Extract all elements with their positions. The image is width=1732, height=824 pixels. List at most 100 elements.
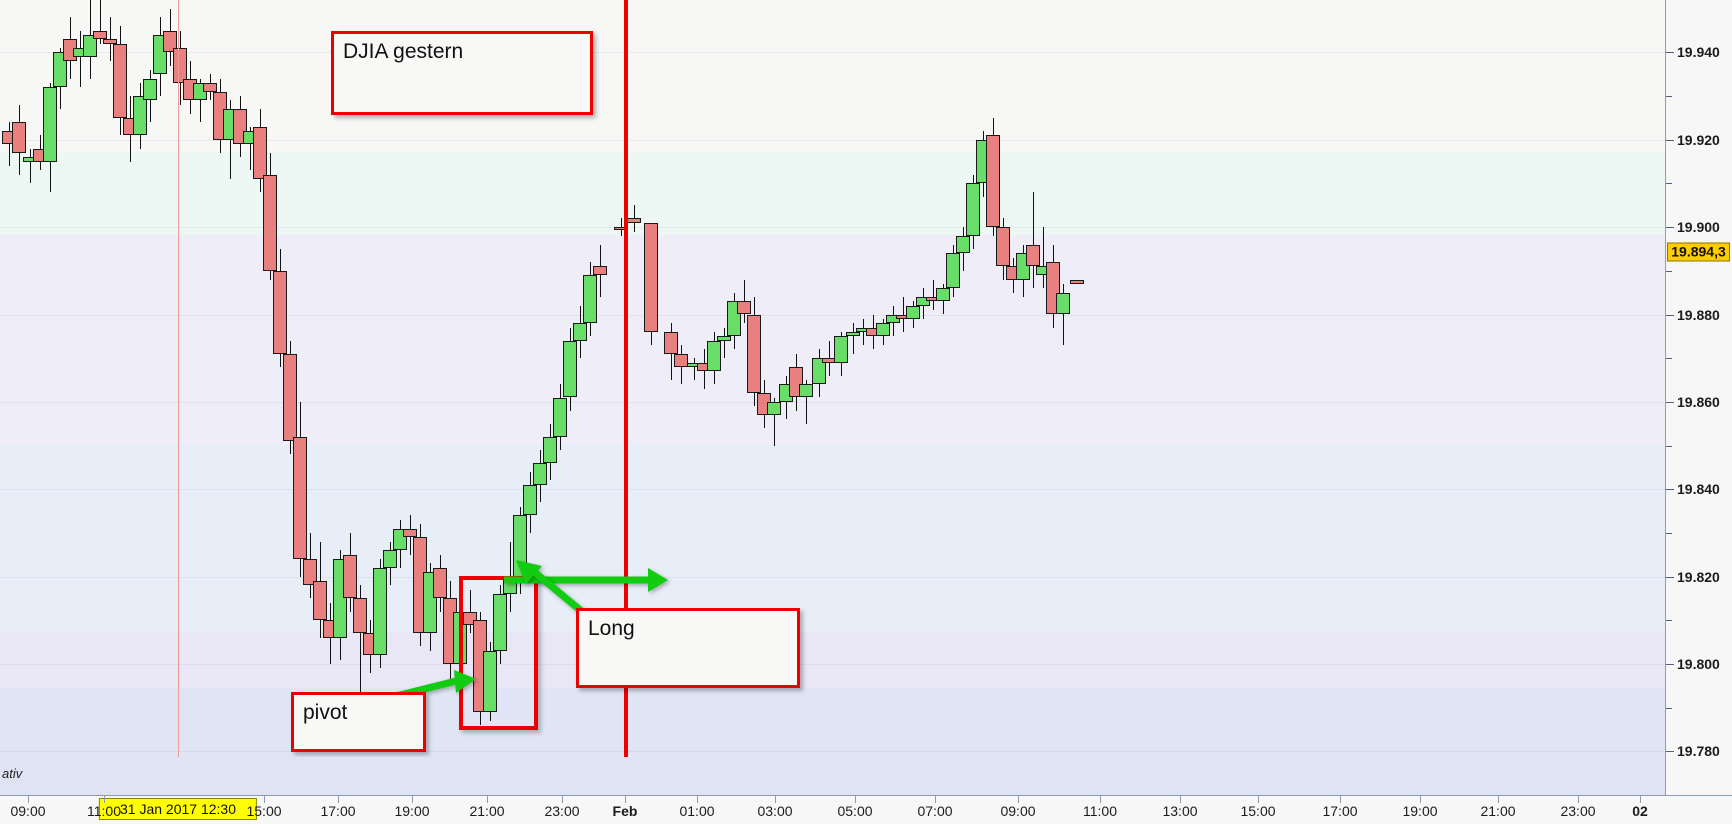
time-tick bbox=[487, 796, 488, 803]
candle-wick bbox=[634, 205, 635, 232]
time-tick-label: 17:00 bbox=[1322, 803, 1358, 819]
candle-wick bbox=[1043, 227, 1044, 289]
candle-body-bearish bbox=[263, 174, 277, 271]
candle-wick bbox=[806, 380, 807, 424]
time-tick bbox=[1180, 796, 1181, 803]
candle-wick bbox=[250, 126, 251, 171]
candle-body-bullish bbox=[916, 297, 930, 306]
time-axis[interactable]: 31 Jan 2017 12:30 09:00 11:00 15:00 17:00 19… bbox=[0, 795, 1732, 824]
candle-body-bearish bbox=[644, 222, 658, 332]
price-tick bbox=[1666, 227, 1674, 228]
candle-body-bearish bbox=[403, 528, 417, 538]
gridline bbox=[0, 52, 1665, 53]
time-tick-label: 17:00 bbox=[320, 803, 356, 819]
time-tick-label: 01:00 bbox=[679, 803, 715, 819]
candle-body-bearish bbox=[737, 301, 751, 315]
price-tick bbox=[1666, 315, 1674, 316]
time-tick-label: 05:00 bbox=[837, 803, 873, 819]
price-tick-label: 19.900 bbox=[1677, 219, 1720, 235]
candle-wick bbox=[744, 279, 745, 324]
time-tick-label: 03:00 bbox=[757, 803, 793, 819]
annotation-box-djia-gestern[interactable]: DJIA gestern bbox=[331, 31, 593, 115]
time-tick-label: 23:00 bbox=[544, 803, 580, 819]
annotation-box-long[interactable]: Long bbox=[576, 608, 800, 688]
candle-body-bullish bbox=[43, 87, 57, 162]
time-tick bbox=[1340, 796, 1341, 803]
annotation-text: pivot bbox=[303, 701, 348, 724]
candle-body-bearish bbox=[343, 554, 357, 599]
price-tick bbox=[1666, 664, 1674, 665]
price-tick-label: 19.820 bbox=[1677, 569, 1720, 585]
time-tick bbox=[1640, 796, 1641, 803]
candle-wick bbox=[100, 0, 101, 44]
chart-plot-area[interactable]: DJIA gestern Long pivot ativ bbox=[0, 0, 1665, 795]
candle-body-bearish bbox=[93, 30, 107, 40]
candle-body-bullish bbox=[493, 594, 507, 651]
price-tick-label: 19.940 bbox=[1677, 44, 1720, 60]
candle-wick bbox=[110, 17, 111, 62]
annotation-text: DJIA gestern bbox=[343, 40, 464, 63]
price-minor-tick bbox=[1666, 620, 1672, 621]
time-tick bbox=[1018, 796, 1019, 803]
time-tick-label: 19:00 bbox=[394, 803, 430, 819]
time-tick bbox=[1420, 796, 1421, 803]
price-tick-label: 19.800 bbox=[1677, 656, 1720, 672]
time-tick bbox=[412, 796, 413, 803]
candle-body-bullish bbox=[936, 288, 950, 302]
annotation-box-pivot[interactable]: pivot bbox=[291, 692, 426, 752]
price-tick-label: 19.780 bbox=[1677, 743, 1720, 759]
time-tick-label: 11:00 bbox=[87, 803, 121, 819]
gridline bbox=[0, 577, 1665, 578]
pivot-candle-highlight[interactable] bbox=[459, 576, 538, 730]
time-tick bbox=[104, 796, 105, 803]
candle-body-bullish bbox=[553, 397, 567, 437]
time-tick bbox=[775, 796, 776, 803]
candle-body-bullish bbox=[573, 323, 587, 341]
candle-body-bearish bbox=[664, 331, 678, 354]
candlestick-series bbox=[2, 0, 1084, 726]
price-tick bbox=[1666, 140, 1674, 141]
price-tick bbox=[1666, 751, 1674, 752]
candle-body-bearish bbox=[283, 353, 297, 442]
candle-body-bullish bbox=[563, 340, 577, 398]
background-band-0 bbox=[0, 0, 1665, 152]
candle-body-bullish bbox=[707, 340, 721, 372]
session-divider-line bbox=[624, 0, 628, 795]
time-tick bbox=[935, 796, 936, 803]
candle-body-bearish bbox=[1026, 244, 1040, 267]
candle-wick bbox=[1063, 283, 1064, 346]
price-tick-label: 19.920 bbox=[1677, 132, 1720, 148]
candle-body-bullish bbox=[966, 183, 980, 236]
last-price-badge: 19.894,3 bbox=[1667, 242, 1730, 262]
candle-body-bullish bbox=[143, 78, 157, 101]
candle-body-bearish bbox=[12, 122, 26, 153]
candle-wick bbox=[80, 30, 81, 88]
time-axis-strip bbox=[0, 757, 1665, 795]
price-minor-tick bbox=[1666, 533, 1672, 534]
candle-wick bbox=[470, 589, 471, 634]
candle-body-bearish bbox=[293, 436, 307, 560]
candle-body-bullish bbox=[767, 401, 781, 415]
time-tick-label: 07:00 bbox=[917, 803, 953, 819]
candle-wick bbox=[933, 279, 934, 311]
candle-body-bearish bbox=[747, 314, 761, 394]
candle-body-bullish bbox=[906, 305, 920, 319]
candle-body-bullish bbox=[812, 358, 826, 385]
price-minor-tick bbox=[1666, 271, 1672, 272]
price-axis[interactable]: 19.894,3 19.940 19.920 19.900 19.880 19.860 1… bbox=[1665, 0, 1732, 795]
candle-body-bullish bbox=[583, 275, 597, 324]
price-minor-tick bbox=[1666, 446, 1672, 447]
candle-body-bullish bbox=[483, 650, 497, 712]
price-tick bbox=[1666, 577, 1674, 578]
time-tick-label: 11:00 bbox=[1083, 803, 1117, 819]
candle-body-bullish bbox=[886, 314, 900, 324]
candle-wick bbox=[230, 100, 231, 180]
candle-body-bearish bbox=[593, 266, 607, 276]
gridline bbox=[0, 664, 1665, 665]
candle-body-bearish bbox=[433, 567, 447, 599]
candle-body-bullish bbox=[799, 384, 813, 398]
candle-body-bullish bbox=[956, 235, 970, 254]
price-tick bbox=[1666, 52, 1674, 53]
candle-body-bullish bbox=[53, 52, 67, 88]
candle-body-bullish bbox=[373, 567, 387, 656]
